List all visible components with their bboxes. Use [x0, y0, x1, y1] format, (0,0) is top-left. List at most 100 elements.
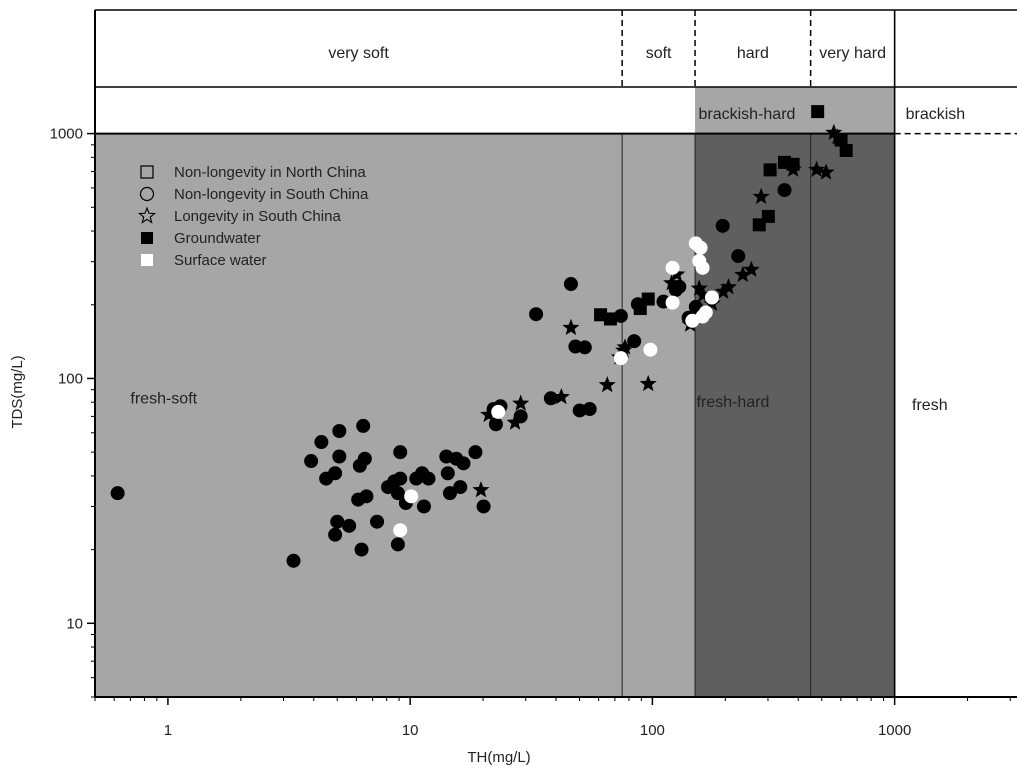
square-point: [839, 144, 853, 158]
star-point: [817, 163, 835, 180]
star-point: [825, 123, 843, 141]
classification-regions: [95, 87, 1017, 698]
white-point: [665, 260, 680, 275]
class-label-hard: hard: [737, 45, 769, 62]
class-boundaries: [95, 10, 1017, 697]
star-point: [808, 160, 826, 177]
x-tick-label: 1000: [878, 722, 911, 739]
circle-point: [393, 445, 408, 460]
star-point: [663, 274, 681, 291]
square-point: [811, 105, 825, 119]
white-point: [693, 240, 708, 255]
circle-point: [416, 499, 431, 514]
circle-point: [393, 471, 408, 486]
circle-point: [421, 471, 436, 486]
region-fresh: [894, 133, 1017, 698]
region-brackish-hard: [695, 87, 895, 134]
circle-point: [715, 218, 730, 233]
square-point: [603, 312, 617, 326]
x-axis-label: TH(mg/L): [467, 749, 530, 766]
legend-label-non-longevity-in-south-china: Non-longevity in South China: [174, 186, 369, 203]
circle-point: [359, 489, 374, 504]
class-label-soft: soft: [646, 45, 672, 62]
circle-point: [390, 537, 405, 552]
circle-point: [476, 499, 491, 514]
legend-square-open-icon: [140, 165, 154, 179]
circle-point: [453, 480, 468, 495]
circle-point: [440, 466, 455, 481]
circle-point: [577, 340, 592, 355]
axes: 1 10 100 1000 10 100 1000: [50, 10, 1017, 739]
circle-point: [543, 391, 558, 406]
x-tick-label: 10: [402, 722, 419, 739]
square-point: [761, 209, 775, 223]
legend: Non-longevity in North China Non-longevit…: [137, 164, 369, 269]
white-point: [393, 523, 408, 538]
white-point: [491, 404, 506, 419]
star-point: [752, 187, 770, 205]
legend-label-groundwater: Groundwater: [174, 230, 261, 247]
white-point: [404, 489, 419, 504]
legend-square-white-icon: [141, 254, 153, 266]
star-point: [562, 318, 580, 336]
legend-label-surface-water: Surface water: [174, 252, 267, 269]
circle-point: [328, 527, 343, 542]
circle-point: [332, 424, 347, 439]
circle-point: [390, 486, 405, 501]
y-tick-label: 100: [58, 370, 83, 387]
circle-point: [529, 307, 544, 322]
region-label-brackish: brackish: [906, 106, 966, 123]
star-point: [616, 338, 634, 355]
circle-point: [332, 449, 347, 464]
region-label-fresh: fresh: [912, 397, 948, 414]
circle-point: [330, 514, 345, 529]
x-tick-label: 100: [640, 722, 665, 739]
star-point: [472, 481, 490, 498]
y-tick-label: 1000: [50, 126, 83, 143]
y-axis-label: TDS(mg/L): [9, 355, 26, 428]
circle-point: [563, 277, 578, 292]
circle-point: [342, 518, 357, 533]
legend-star-open-icon: [137, 206, 157, 224]
square-point: [834, 133, 848, 147]
y-tick-label: 10: [66, 615, 83, 632]
star-point: [719, 278, 738, 295]
white-point: [643, 342, 658, 357]
circle-point: [304, 454, 319, 469]
white-point: [704, 290, 719, 305]
circle-point: [731, 249, 746, 264]
hardness-class-band: very soft soft hard very hard: [95, 9, 1017, 88]
star-point: [598, 376, 616, 393]
star-point: [552, 387, 570, 405]
star-point: [734, 265, 752, 283]
circle-point: [356, 418, 371, 433]
white-point: [665, 295, 680, 310]
star-point: [690, 279, 708, 296]
white-point: [695, 260, 710, 275]
x-tick-label: 1: [164, 722, 172, 739]
star-point: [668, 265, 686, 282]
star-point: [480, 405, 498, 423]
region-label-fresh-hard: fresh-hard: [696, 394, 769, 411]
legend-label-longevity-in-south-china: Longevity in South China: [174, 208, 341, 225]
region-labels: fresh-soft fresh-hard brackish-hard fresh br…: [130, 106, 965, 414]
region-fresh-soft: [95, 133, 696, 698]
circle-point: [582, 402, 597, 417]
circle-point: [613, 308, 628, 323]
circle-point: [328, 466, 343, 481]
circle-point: [110, 486, 125, 501]
circle-point: [777, 183, 792, 198]
circle-point: [468, 445, 483, 460]
star-point: [714, 282, 732, 300]
square-point: [763, 163, 777, 177]
region-fresh-hard: [695, 133, 895, 698]
circle-point: [286, 553, 301, 568]
circle-point: [456, 456, 471, 471]
legend-circle-open-icon: [139, 186, 155, 202]
star-point: [694, 286, 712, 303]
square-point: [641, 292, 655, 306]
class-label-very-soft: very soft: [328, 45, 389, 62]
star-point: [512, 394, 530, 411]
legend-label-non-longevity-in-north-china: Non-longevity in North China: [174, 164, 366, 181]
